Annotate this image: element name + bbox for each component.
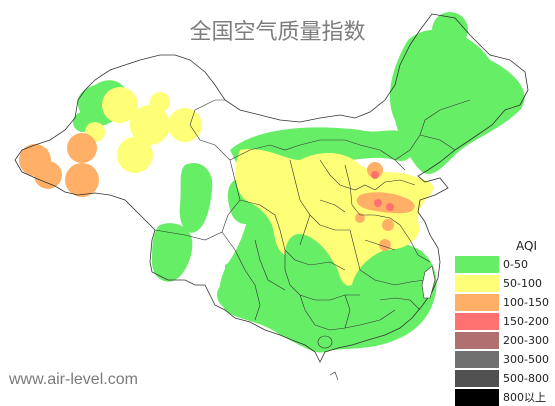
legend-swatch [455,274,499,292]
legend-label: 0-50 [503,257,528,271]
aqi-zone-unhealthy [371,171,394,211]
legend-item: 300-500 [455,350,555,368]
legend-label: 500-800 [503,371,549,385]
aqi-legend: AQI 0-50 50-100 100-150 150-200 200-300 300-5… [455,238,555,406]
hainan-island [317,335,333,349]
legend-label: 800以上 [503,391,546,404]
legend-label: 150-200 [503,314,549,328]
province-borders [154,99,471,331]
aqi-zone-unhealthy-sensitive [19,133,415,251]
legend-item: 150-200 [455,312,555,330]
site-watermark: www.air-level.com [9,371,138,388]
legend-swatch [455,312,499,330]
legend-item: 500-800 [455,369,555,387]
legend-label: 200-300 [503,333,549,347]
legend-swatch [455,350,499,368]
legend-item: 100-150 [455,293,555,311]
legend-rows: 0-50 50-100 100-150 150-200 200-300 300-500 50… [455,255,555,406]
legend-label: 50-100 [503,276,542,290]
legend-title: AQI [516,239,537,253]
legend-label: 100-150 [503,295,549,309]
legend-item: 800以上 [455,388,555,406]
legend-label: 300-500 [503,352,549,366]
map-title: 全国空气质量指数 [189,20,366,45]
legend-swatch [455,331,499,349]
taiwan-island [421,265,436,299]
legend-swatch [455,293,499,311]
aqi-zones [19,12,525,353]
legend-item: 50-100 [455,274,555,292]
legend-swatch [455,388,499,406]
legend-swatch [455,255,499,273]
south-china-sea-islands [329,371,339,381]
country-border [14,13,529,363]
legend-swatch [455,369,499,387]
legend-item: 200-300 [455,331,555,349]
legend-item: 0-50 [455,255,555,273]
